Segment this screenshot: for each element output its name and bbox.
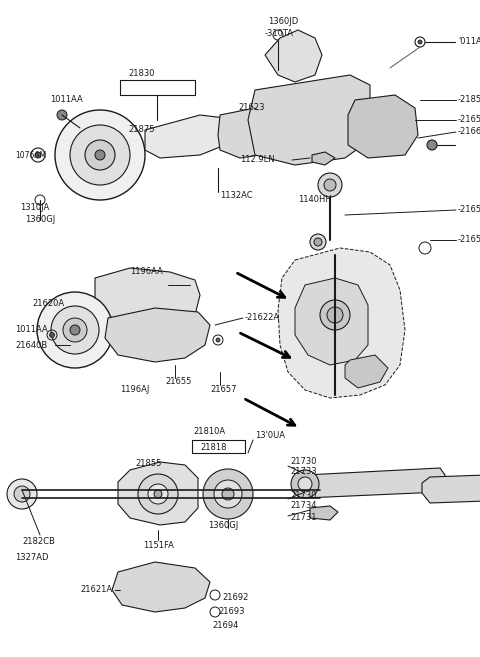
Text: 21730: 21730: [290, 491, 316, 499]
Text: 21621A: 21621A: [80, 585, 112, 595]
Circle shape: [203, 469, 253, 519]
Circle shape: [154, 490, 162, 498]
Polygon shape: [118, 462, 198, 525]
Text: 1360JD: 1360JD: [268, 18, 298, 26]
Circle shape: [310, 234, 326, 250]
Circle shape: [314, 238, 322, 246]
Circle shape: [327, 307, 343, 323]
Text: 1011AA: 1011AA: [15, 325, 48, 334]
Circle shape: [324, 179, 336, 191]
Text: 21623: 21623: [238, 104, 264, 112]
Polygon shape: [218, 108, 272, 158]
Text: 21640B: 21640B: [15, 340, 47, 350]
Circle shape: [95, 150, 105, 160]
Circle shape: [49, 332, 55, 338]
Circle shape: [148, 484, 168, 504]
Polygon shape: [145, 115, 230, 158]
Circle shape: [63, 318, 87, 342]
Circle shape: [320, 300, 350, 330]
Circle shape: [51, 306, 99, 354]
Circle shape: [70, 325, 80, 335]
Polygon shape: [348, 95, 418, 158]
Text: 1140HH: 1140HH: [298, 196, 332, 204]
Text: 13'0UA: 13'0UA: [255, 430, 285, 440]
Text: 1011AA: 1011AA: [50, 95, 83, 104]
Circle shape: [418, 40, 422, 44]
Text: 2182CB: 2182CB: [22, 537, 55, 547]
Text: '011AA: '011AA: [458, 37, 480, 47]
Text: 21810A: 21810A: [193, 428, 225, 436]
Circle shape: [298, 477, 312, 491]
Text: 21830: 21830: [128, 68, 155, 78]
Text: 1310JA: 1310JA: [20, 204, 49, 212]
Circle shape: [214, 480, 242, 508]
Polygon shape: [278, 248, 405, 398]
Text: 21734: 21734: [290, 501, 316, 509]
Text: -21650: -21650: [458, 206, 480, 214]
Polygon shape: [105, 308, 210, 362]
Circle shape: [138, 474, 178, 514]
Circle shape: [291, 470, 319, 498]
Text: 21694: 21694: [212, 620, 239, 629]
Text: -21622A: -21622A: [245, 313, 280, 323]
Text: 21693: 21693: [218, 608, 244, 616]
Circle shape: [85, 140, 115, 170]
Polygon shape: [265, 30, 322, 82]
Text: 21731: 21731: [290, 514, 316, 522]
Circle shape: [222, 488, 234, 500]
Polygon shape: [422, 472, 480, 503]
Text: -21657: -21657: [458, 235, 480, 244]
Polygon shape: [268, 125, 295, 148]
Polygon shape: [300, 468, 445, 498]
Text: 21655: 21655: [165, 378, 192, 386]
Text: -21850: -21850: [458, 95, 480, 104]
Text: 21875: 21875: [128, 125, 155, 135]
Text: 1151FA: 1151FA: [143, 541, 174, 549]
Circle shape: [55, 110, 145, 200]
Polygon shape: [310, 506, 338, 520]
Text: 21818: 21818: [200, 443, 227, 453]
Circle shape: [57, 110, 67, 120]
Text: 1360GJ: 1360GJ: [25, 215, 55, 225]
Text: 1196AJ: 1196AJ: [120, 386, 149, 394]
Circle shape: [37, 292, 113, 368]
Text: 1076AM: 1076AM: [15, 150, 46, 160]
Polygon shape: [312, 152, 335, 165]
Text: 1132AC: 1132AC: [220, 191, 252, 200]
Text: 21657: 21657: [210, 386, 237, 394]
Text: 21855: 21855: [135, 459, 161, 468]
Circle shape: [35, 152, 41, 158]
Polygon shape: [248, 75, 370, 165]
Text: 1196AA: 1196AA: [130, 267, 163, 277]
Text: 21692: 21692: [222, 593, 248, 602]
Circle shape: [14, 486, 30, 502]
Text: 21733: 21733: [290, 468, 317, 476]
Circle shape: [7, 479, 37, 509]
Text: 21730: 21730: [290, 457, 316, 466]
Text: -21656: -21656: [458, 116, 480, 124]
Polygon shape: [95, 268, 200, 328]
Text: 112.9LN: 112.9LN: [240, 156, 275, 164]
Text: -21661B: -21661B: [458, 127, 480, 137]
Circle shape: [318, 173, 342, 197]
Text: 1360GJ: 1360GJ: [208, 520, 238, 530]
Polygon shape: [345, 355, 388, 388]
Polygon shape: [112, 562, 210, 612]
Text: 1327AD: 1327AD: [15, 553, 48, 562]
Polygon shape: [295, 278, 368, 365]
Circle shape: [70, 125, 130, 185]
Circle shape: [166, 283, 170, 288]
Circle shape: [427, 140, 437, 150]
Circle shape: [216, 338, 220, 342]
Text: -310TA: -310TA: [265, 28, 294, 37]
Text: 21620A: 21620A: [32, 298, 64, 307]
